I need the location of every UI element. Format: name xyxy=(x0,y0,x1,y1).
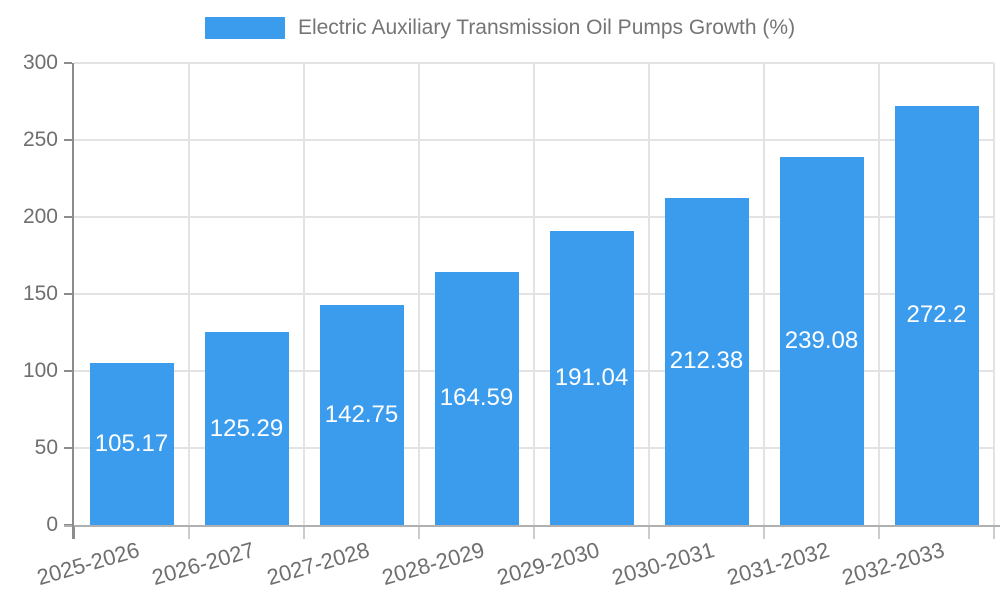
x-gridline xyxy=(303,63,305,525)
y-axis-tick xyxy=(64,447,72,449)
bar[interactable]: 125.29 xyxy=(204,332,289,525)
x-axis-tick xyxy=(763,527,765,539)
x-tick-label: 2031-2032 xyxy=(724,537,833,591)
bar-value-label: 164.59 xyxy=(439,384,514,412)
x-axis xyxy=(64,525,1000,527)
y-tick-label: 300 xyxy=(22,51,58,74)
bar-value-label: 125.29 xyxy=(209,414,284,442)
bar[interactable]: 164.59 xyxy=(434,271,519,525)
bar[interactable]: 142.75 xyxy=(319,305,404,525)
x-tick-label: 2029-2030 xyxy=(494,537,603,591)
y-axis-tick xyxy=(64,139,72,141)
x-gridline xyxy=(648,63,650,525)
x-axis-tick xyxy=(188,527,190,539)
bar[interactable]: 239.08 xyxy=(779,156,864,525)
bar[interactable]: 191.04 xyxy=(549,230,634,525)
y-axis-tick xyxy=(64,216,72,218)
x-axis-tick xyxy=(418,527,420,539)
x-gridline xyxy=(188,63,190,525)
x-tick-label: 2028-2029 xyxy=(379,537,488,591)
legend-label: Electric Auxiliary Transmission Oil Pump… xyxy=(297,16,796,39)
x-axis-tick xyxy=(533,527,535,539)
x-tick-label: 2032-2033 xyxy=(839,537,948,591)
bar-value-label: 239.08 xyxy=(784,326,859,354)
x-axis-tick xyxy=(993,527,995,539)
x-axis-tick xyxy=(648,527,650,539)
bar-value-label: 272.2 xyxy=(906,301,967,329)
x-tick-label: 2027-2028 xyxy=(264,537,373,591)
bar-value-label: 212.38 xyxy=(669,347,744,375)
bar-value-label: 105.17 xyxy=(94,430,169,458)
x-axis-tick xyxy=(303,527,305,539)
x-gridline xyxy=(878,63,880,525)
x-tick-label: 2026-2027 xyxy=(149,537,258,591)
x-axis-tick xyxy=(73,527,75,539)
y-tick-label: 0 xyxy=(46,513,58,536)
y-axis-tick xyxy=(64,62,72,64)
y-tick-label: 50 xyxy=(34,436,58,459)
y-tick-label: 250 xyxy=(22,128,58,151)
x-tick-label: 2030-2031 xyxy=(609,537,718,591)
bar-value-label: 142.75 xyxy=(324,401,399,429)
y-axis-tick xyxy=(64,370,72,372)
y-tick-label: 100 xyxy=(22,359,58,382)
y-axis xyxy=(72,63,74,539)
y-tick-label: 200 xyxy=(22,205,58,228)
legend[interactable]: Electric Auxiliary Transmission Oil Pump… xyxy=(0,16,1000,40)
bar-value-label: 191.04 xyxy=(554,363,629,391)
bar[interactable]: 272.2 xyxy=(894,105,979,525)
bar[interactable]: 105.17 xyxy=(89,363,174,525)
x-gridline xyxy=(763,63,765,525)
legend-swatch[interactable] xyxy=(204,17,285,39)
x-gridline xyxy=(533,63,535,525)
x-gridline xyxy=(418,63,420,525)
y-tick-label: 150 xyxy=(22,282,58,305)
bar[interactable]: 212.38 xyxy=(664,197,749,525)
x-axis-tick xyxy=(878,527,880,539)
y-axis-tick xyxy=(64,293,72,295)
x-tick-label: 2025-2026 xyxy=(34,537,143,591)
plot-area: 0 50 100 150 200 250 300 105.17 125.29 142.75 164.… xyxy=(23,52,1000,590)
x-gridline xyxy=(993,63,995,525)
